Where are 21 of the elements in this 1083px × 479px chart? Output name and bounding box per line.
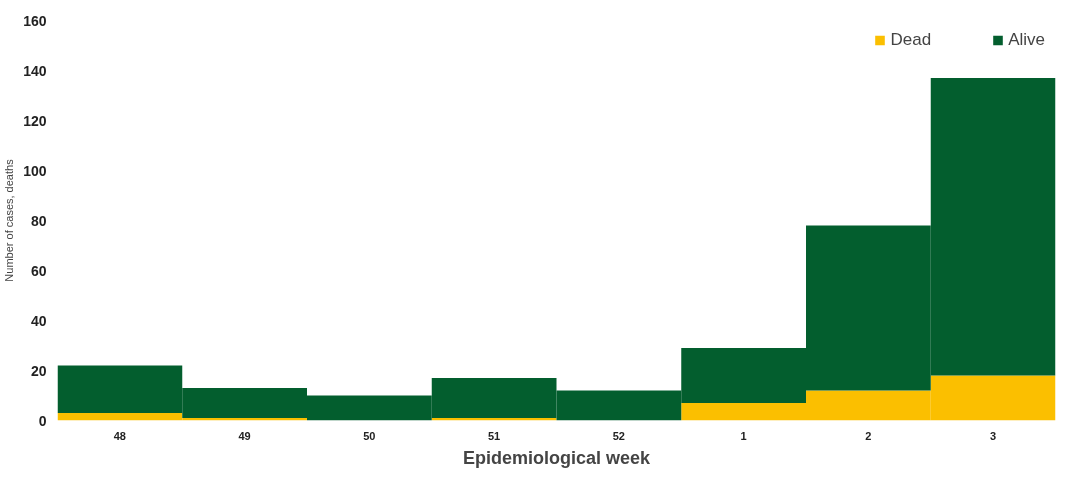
- y-tick-label: 60: [30, 262, 47, 279]
- y-tick-label: 140: [23, 62, 47, 79]
- y-axis-title: Number of cases, deaths: [3, 158, 16, 282]
- y-tick-label: 80: [30, 212, 47, 229]
- y-tick-label: 20: [30, 362, 47, 379]
- x-tick-label: 3: [990, 429, 997, 442]
- y-tick-label: 160: [23, 12, 47, 29]
- x-tick-label: 2: [865, 429, 872, 442]
- y-tick-label: 120: [23, 112, 47, 129]
- x-tick-label: 52: [612, 429, 626, 442]
- x-tick-label: 49: [238, 429, 251, 442]
- y-tick-label: 100: [23, 162, 47, 179]
- x-tick-label: 48: [113, 429, 127, 442]
- y-tick-label: 0: [38, 412, 47, 429]
- x-tick-label: 1: [740, 429, 747, 442]
- y-tick-label: 40: [30, 312, 47, 329]
- legend-label: Alive: [1008, 30, 1045, 50]
- x-axis-title: Epidemiological week: [462, 447, 652, 468]
- x-tick-label: 51: [488, 429, 501, 442]
- legend-label: Dead: [890, 30, 932, 50]
- x-tick-label: 50: [363, 429, 376, 442]
